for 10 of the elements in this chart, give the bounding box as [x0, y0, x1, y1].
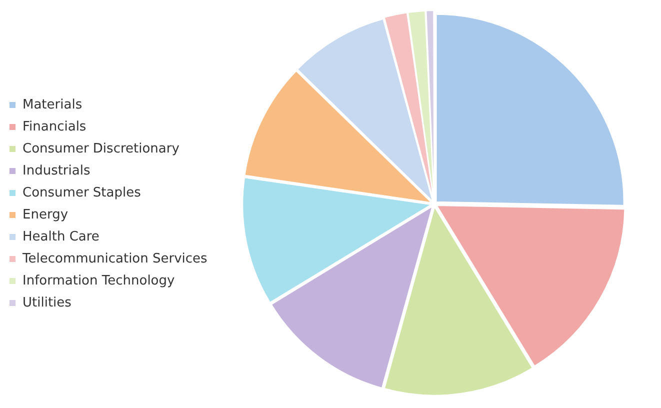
legend-label: Consumer Staples — [22, 185, 142, 200]
legend-label: Utilities — [22, 295, 72, 310]
legend-label: Energy — [22, 207, 68, 222]
legend-label: Telecommunication Services — [22, 251, 208, 266]
legend-label: Financials — [22, 119, 86, 134]
legend-label: Consumer Discretionary — [22, 141, 180, 156]
legend-label: Health Care — [22, 229, 100, 244]
legend-label: Materials — [22, 97, 82, 112]
legend-label: Information Technology — [22, 273, 176, 288]
legend-label: Industrials — [22, 163, 90, 178]
